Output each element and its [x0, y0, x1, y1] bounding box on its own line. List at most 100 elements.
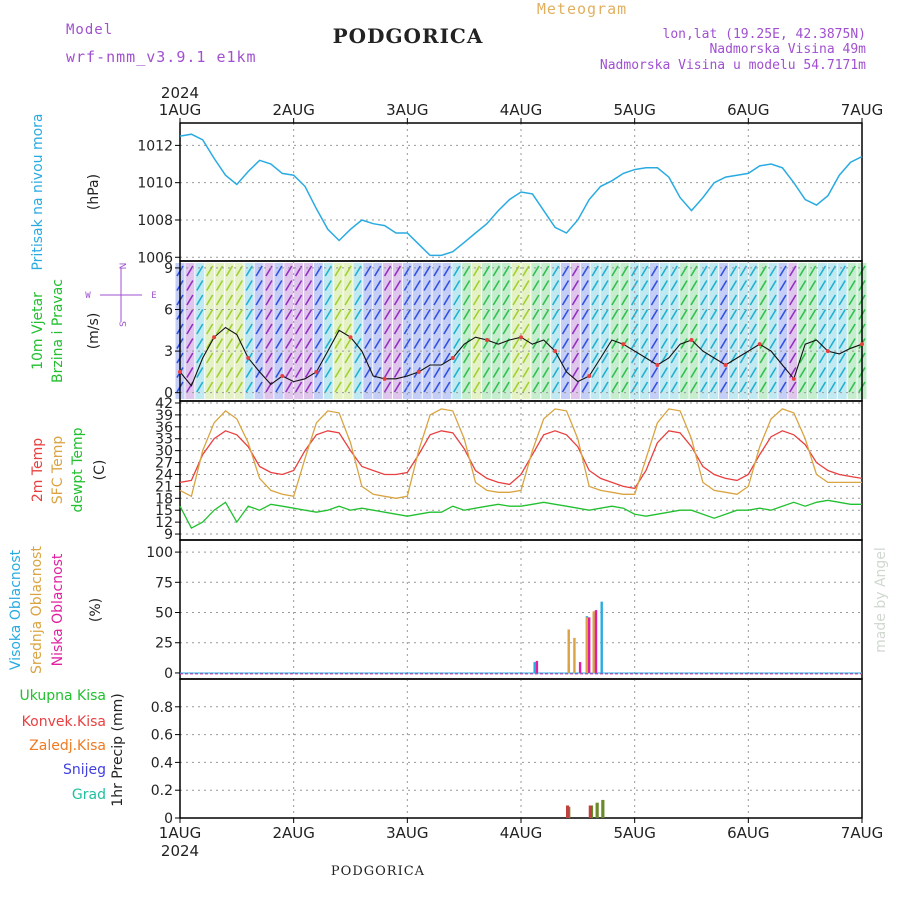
- wind-barb: [314, 294, 323, 306]
- wind-speed-point: [825, 349, 830, 354]
- wind-band: [274, 263, 284, 399]
- wind-barb: [769, 381, 777, 393]
- wind-barb: [413, 280, 421, 291]
- wind-barb: [265, 352, 273, 364]
- wind-barb: [492, 367, 500, 378]
- wind-barb: [383, 381, 392, 393]
- wind-barb: [344, 265, 352, 277]
- wind-barb: [621, 352, 629, 364]
- temp-axis-title-2: SFC Temp: [50, 436, 66, 505]
- wind-barb: [779, 323, 787, 335]
- wind-barb: [601, 323, 609, 335]
- wind-barb: [838, 294, 846, 306]
- wind-barb: [710, 367, 718, 378]
- wind-barb: [808, 352, 817, 364]
- wind-barb: [186, 309, 194, 320]
- wind-barb: [413, 338, 421, 349]
- wind-barb: [670, 381, 678, 393]
- wind-barb: [225, 280, 234, 291]
- wind-barb: [324, 309, 332, 320]
- wind-barb: [462, 294, 471, 306]
- wind-band: [600, 263, 610, 399]
- wind-barb: [324, 280, 332, 291]
- wind-barb: [789, 265, 797, 277]
- wind-barb: [453, 309, 461, 320]
- wind-barb: [789, 381, 797, 393]
- wind-barb: [512, 309, 520, 320]
- wind-barb: [542, 381, 550, 393]
- wind-barb: [749, 294, 757, 306]
- y-tick-label: 25: [155, 636, 173, 652]
- wind-barb: [739, 352, 748, 364]
- wind-barb: [690, 367, 698, 378]
- wind-barb: [542, 309, 550, 320]
- wind-barb: [680, 381, 688, 393]
- wind-barb: [433, 352, 441, 364]
- wind-barb: [848, 280, 856, 291]
- wind-barb: [660, 367, 669, 378]
- wind-barb: [314, 280, 323, 291]
- wind-barb: [512, 338, 520, 349]
- wind-barb: [186, 338, 194, 349]
- wind-speed-point: [450, 356, 455, 361]
- wind-barb: [729, 280, 738, 291]
- wind-barb: [838, 352, 846, 364]
- time-tick-bottom: 7AUG: [841, 824, 883, 842]
- wind-barb: [225, 367, 234, 378]
- compass-east: E: [151, 291, 156, 301]
- wind-barb: [502, 280, 510, 291]
- wind-barb: [660, 309, 669, 320]
- wind-barb: [383, 265, 392, 277]
- wind-speed-point: [314, 369, 319, 374]
- wind-barb: [522, 309, 530, 320]
- wind-barb: [413, 352, 421, 364]
- wind-barb: [581, 381, 589, 393]
- y-tick-label: 36: [155, 420, 173, 436]
- wind-barb: [759, 309, 767, 320]
- wind-barb: [739, 309, 748, 320]
- wind-barb: [186, 294, 194, 306]
- wind-barb: [808, 280, 817, 291]
- wind-barb: [413, 381, 421, 393]
- wind-barb: [285, 280, 293, 291]
- wind-band: [719, 263, 729, 399]
- pressure-line: [179, 133, 863, 257]
- wind-barb: [186, 323, 194, 335]
- pressure-axis-title: Pritisak na nivou mora: [30, 113, 46, 270]
- wind-axis-unit: (m/s): [86, 313, 102, 350]
- wind-barb: [294, 323, 303, 335]
- wind-barb: [789, 338, 797, 349]
- wind-barb: [215, 367, 224, 378]
- wind-barb: [462, 352, 471, 364]
- wind-barb: [482, 265, 491, 277]
- wind-speed-point: [587, 374, 592, 379]
- wind-barb: [433, 280, 441, 291]
- wind-barb: [848, 381, 856, 393]
- wind-barb: [542, 338, 550, 349]
- wind-barb: [818, 338, 827, 349]
- coords-label: lon,lat (19.25E, 42.3875N): [663, 27, 867, 42]
- wind-barb: [561, 280, 570, 291]
- wind-barb: [640, 294, 649, 306]
- wind-barb: [275, 323, 283, 335]
- wind-barb: [462, 280, 471, 291]
- wind-barb: [433, 367, 441, 378]
- wind-barb: [690, 338, 698, 349]
- time-tick-top: 3AUG: [386, 101, 428, 119]
- y-tick-label: 0.4: [151, 755, 173, 771]
- wind-barb: [680, 323, 688, 335]
- wind-barb: [719, 323, 728, 335]
- wind-barb: [719, 294, 728, 306]
- wind-band: [254, 263, 264, 399]
- wind-barb: [650, 294, 659, 306]
- wind-band: [185, 263, 195, 399]
- wind-barb: [334, 265, 342, 277]
- wind-barb: [275, 381, 283, 393]
- wind-barb: [255, 280, 263, 291]
- wind-barb: [324, 338, 332, 349]
- wind-barb: [275, 294, 283, 306]
- wind-barb: [828, 338, 837, 349]
- wind-barb: [601, 367, 609, 378]
- wind-barb: [354, 265, 362, 277]
- wind-barb: [285, 309, 293, 320]
